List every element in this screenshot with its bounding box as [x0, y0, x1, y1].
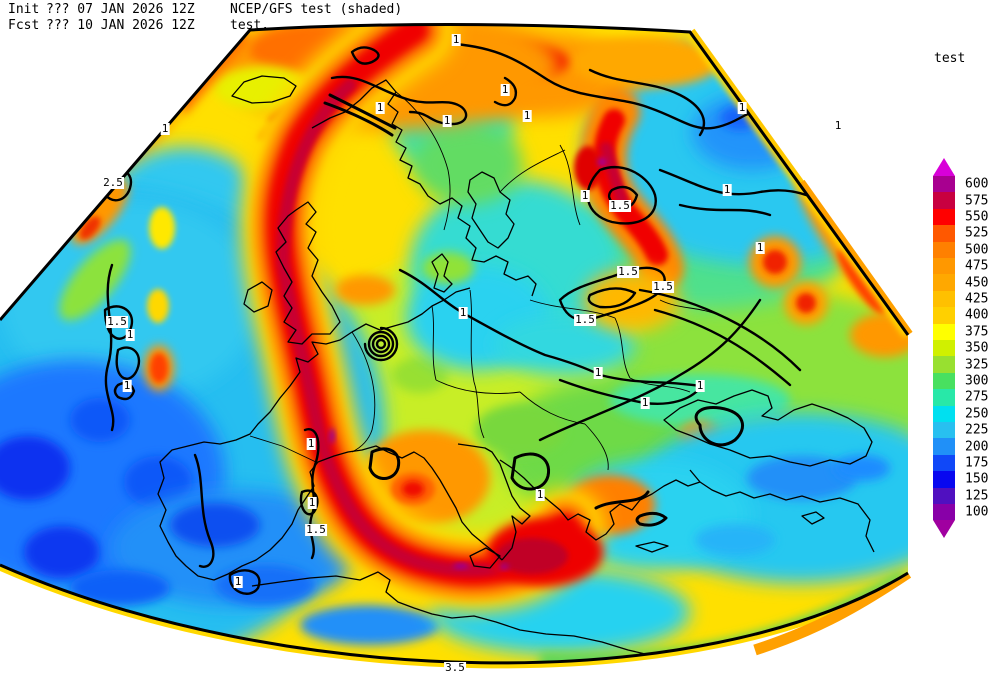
colorbar-level-label: 175 [965, 455, 989, 471]
colorbar-box [933, 290, 955, 308]
colorbar-box [933, 307, 955, 324]
colorbar-box [933, 372, 955, 390]
colorbar-level-label: 375 [965, 324, 989, 340]
colorbar-box [933, 405, 955, 422]
map-border [0, 22, 910, 665]
colorbar-arrow-down [933, 520, 955, 539]
colorbar-level-label: 225 [965, 422, 989, 438]
colorbar: 600 575 550 525 500 475 450 425 400 375 350 325 300 2… [933, 158, 1000, 540]
colorbar-level-label: 100 [965, 504, 989, 520]
colorbar-level-label: 500 [965, 242, 989, 258]
colorbar-box [933, 241, 955, 258]
legend-title: test [934, 51, 966, 66]
colorbar-box [933, 422, 955, 439]
fcst-label: Fcst [8, 18, 40, 33]
coastlines [157, 75, 875, 657]
colorbar-box [933, 389, 955, 406]
colorbar-box [933, 438, 955, 455]
colorbar-arrow-up [933, 158, 955, 176]
colorbar-box [933, 487, 955, 504]
colorbar-level-label: 550 [965, 209, 989, 225]
colorbar-box [933, 504, 955, 521]
colorbar-box [933, 356, 955, 373]
product-subtitle: test. [230, 18, 270, 33]
colorbar-box [933, 323, 955, 340]
colorbar-box [933, 176, 955, 193]
colorbar-level-label: 575 [965, 193, 989, 209]
colorbar-box [933, 471, 955, 488]
product-title: NCEP/GFS test (shaded) [230, 2, 403, 17]
colorbar-level-label: 400 [965, 307, 989, 323]
colorbar-level-label: 475 [965, 258, 989, 274]
init-time: ??? 07 JAN 2026 12Z [46, 2, 195, 17]
colorbar-box [933, 274, 955, 291]
contour-lines [102, 42, 862, 663]
init-label: Init [8, 2, 40, 17]
colorbar-level-label: 425 [965, 291, 989, 307]
colorbar-level-label: 350 [965, 340, 989, 356]
colorbar-box [933, 208, 955, 226]
colorbar-box [933, 454, 955, 472]
colorbar-level-label: 250 [965, 406, 989, 422]
colorbar-box [933, 340, 955, 357]
colorbar-box [933, 225, 955, 242]
colorbar-box [933, 192, 955, 209]
colorbar-level-label: 300 [965, 373, 989, 389]
fcst-time: ??? 10 JAN 2026 12Z [46, 18, 195, 33]
colorbar-level-label: 125 [965, 488, 989, 504]
colorbar-box [933, 258, 955, 275]
colorbar-level-label: 525 [965, 225, 989, 241]
colorbar-level-label: 150 [965, 471, 989, 487]
colorbar-level-label: 275 [965, 389, 989, 405]
colorbar-level-label: 450 [965, 275, 989, 291]
colorbar-level-label: 325 [965, 357, 989, 373]
colorbar-level-label: 200 [965, 439, 989, 455]
colorbar-level-label: 600 [965, 176, 989, 192]
